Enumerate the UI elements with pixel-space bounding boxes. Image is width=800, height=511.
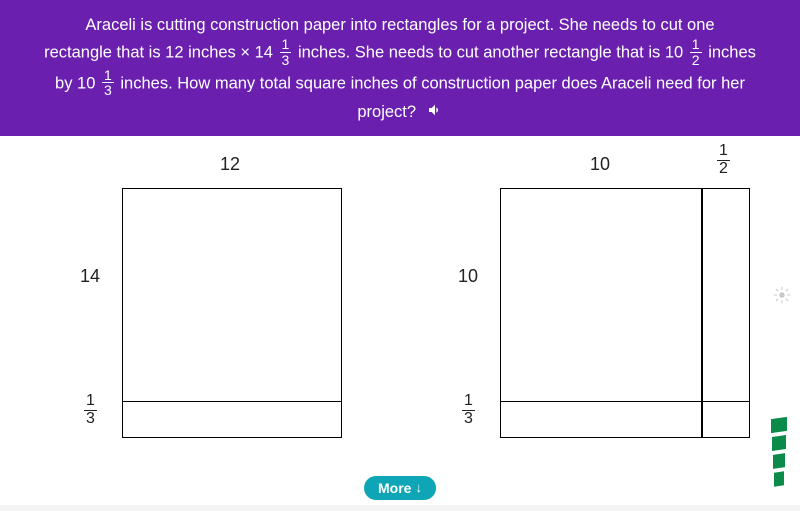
- right-rectangle: [500, 188, 750, 438]
- question-banner: Araceli is cutting construction paper in…: [0, 0, 800, 136]
- left-side-frac: 13: [82, 394, 99, 429]
- fraction-1-3: 13: [102, 68, 114, 98]
- progress-segment: [771, 417, 787, 433]
- progress-segment: [772, 435, 786, 451]
- fraction-1-3: 13: [280, 37, 292, 67]
- more-button[interactable]: More ↓: [364, 476, 436, 500]
- progress-segments: [770, 414, 794, 486]
- right-v-divider: [701, 189, 703, 437]
- question-line1: Araceli is cutting construction paper in…: [22, 12, 778, 38]
- right-side-frac: 13: [460, 394, 477, 429]
- more-label: More: [378, 480, 411, 496]
- left-h-divider: [123, 401, 341, 403]
- progress-meter: [770, 286, 794, 486]
- progress-segment: [773, 453, 785, 469]
- work-area: 12 14 13 10 12 10 13 More ↓: [0, 136, 800, 506]
- spark-icon: [773, 286, 791, 304]
- progress-segment: [774, 471, 784, 486]
- right-side-label: 10: [458, 266, 478, 287]
- fraction-1-2: 12: [690, 37, 702, 67]
- right-top-label-a: 10: [590, 154, 610, 175]
- audio-icon[interactable]: [427, 100, 443, 126]
- question-line4: project?: [22, 99, 778, 126]
- left-top-label: 12: [220, 154, 240, 175]
- right-h-divider: [501, 401, 749, 403]
- chevron-down-icon: ↓: [415, 480, 422, 495]
- question-line2: rectangle that is 12 inches × 14 13 inch…: [22, 38, 778, 68]
- right-top-frac: 12: [715, 144, 732, 179]
- left-side-label: 14: [80, 266, 100, 287]
- question-line3: by 10 13 inches. How many total square i…: [22, 69, 778, 99]
- bottom-edge: [0, 505, 800, 511]
- left-rectangle: [122, 188, 342, 438]
